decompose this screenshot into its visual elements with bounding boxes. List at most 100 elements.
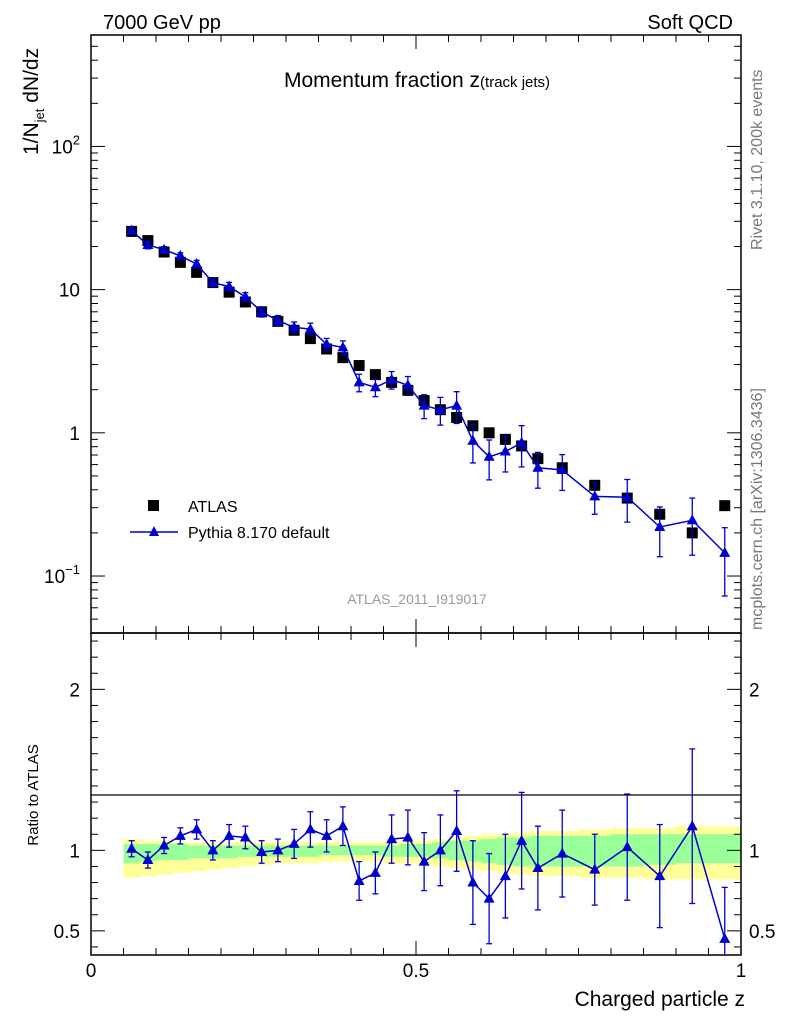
- ratio-x-ticks: [90, 633, 742, 955]
- main-y-tick-label: 10−1: [44, 562, 80, 588]
- ratio-y-tick-label-right: 2: [749, 680, 760, 701]
- pythia-point: [304, 323, 316, 334]
- atlas-point: [353, 360, 365, 372]
- ratio-point: [402, 831, 414, 842]
- pythia-point: [191, 257, 203, 268]
- main-y-tick-labels: 10−1 1 10 102: [44, 132, 80, 588]
- pythia-point: [174, 249, 186, 260]
- ratio-point: [207, 844, 219, 855]
- pythia-point: [158, 243, 170, 254]
- pythia-point: [353, 376, 365, 387]
- main-y-tick-label: 10: [59, 281, 80, 302]
- header-right-label: Soft QCD: [647, 12, 733, 34]
- ratio-point: [239, 831, 251, 842]
- legend-pythia-label: Pythia 8.170 default: [188, 525, 330, 542]
- pythia-point: [126, 224, 138, 235]
- atlas-point: [483, 427, 495, 439]
- pythia-point: [402, 379, 414, 390]
- pythia-point: [621, 491, 633, 502]
- atlas-point: [304, 333, 316, 345]
- atlas-point: [337, 352, 349, 364]
- pythia-point: [451, 399, 463, 410]
- ratio-pythia-series: [126, 748, 731, 955]
- main-plot-title: Momentum fraction z(track jets): [284, 69, 550, 92]
- ratio-y-tick-labels: 0.5 0.5 1 1 2 2: [54, 680, 776, 943]
- ratio-point: [499, 870, 511, 881]
- ratio-point: [532, 862, 544, 873]
- ratio-band-green: [334, 845, 352, 856]
- ratio-band-green: [188, 845, 206, 859]
- main-panel-frame: [90, 34, 742, 634]
- ratio-point: [191, 823, 203, 834]
- pythia-point: [556, 463, 568, 474]
- pythia-point: [337, 341, 349, 352]
- pythia-point: [386, 373, 398, 384]
- main-y-axis-label: 1/Njet dN/dz: [20, 48, 47, 155]
- ratio-point: [272, 844, 284, 855]
- pythia-point: [272, 314, 284, 325]
- mcplots-side-label: mcplots.cern.ch [arXiv:1306.3436]: [749, 388, 766, 630]
- pythia-point: [532, 461, 544, 472]
- ratio-band-green: [367, 845, 384, 856]
- ratio-point: [483, 892, 495, 903]
- pythia-point: [207, 276, 219, 287]
- x-axis-label: Charged particle z: [575, 988, 745, 1011]
- ratio-point: [337, 820, 349, 831]
- ratio-y-axis-label: Ratio to ATLAS: [25, 744, 42, 845]
- pythia-point: [719, 546, 731, 557]
- ratio-band-green: [708, 834, 742, 864]
- main-y-tick-label: 102: [52, 132, 80, 158]
- atlas-point: [191, 266, 203, 278]
- pythia-point: [288, 321, 300, 332]
- ratio-point: [158, 839, 170, 850]
- legend-pythia-marker: [149, 526, 159, 536]
- header-left-label: 7000 GeV pp: [103, 12, 221, 34]
- pythia-point: [483, 450, 495, 461]
- pythia-point: [467, 434, 479, 445]
- analysis-id-label: ATLAS_2011_I919017: [347, 591, 487, 607]
- ratio-point: [467, 876, 479, 887]
- ratio-point: [174, 829, 186, 840]
- x-tick-label: 0.5: [403, 961, 429, 982]
- x-tick-labels: 0 0.5 1: [86, 961, 747, 982]
- pythia-point: [369, 381, 381, 392]
- ratio-point: [418, 855, 430, 866]
- ratio-point: [353, 874, 365, 885]
- ratio-point: [589, 863, 601, 874]
- ratio-band-green: [237, 845, 254, 857]
- ratio-point: [126, 842, 138, 853]
- pythia-point: [321, 338, 333, 349]
- x-tick-label: 0: [86, 961, 97, 982]
- ratio-panel: Ratio to ATLAS Charged particle z 0.5 0.5…: [25, 632, 776, 1011]
- ratio-point: [654, 870, 666, 881]
- pythia-point: [223, 280, 235, 291]
- ratio-band-green: [481, 839, 498, 864]
- ratio-point: [256, 845, 268, 856]
- pythia-point: [654, 520, 666, 531]
- ratio-point: [451, 825, 463, 836]
- ratio-point: [556, 847, 568, 858]
- legend-atlas-marker: [148, 500, 159, 511]
- ratio-point: [434, 844, 446, 855]
- ratio-band-green: [172, 843, 189, 861]
- pythia-point: [686, 514, 698, 525]
- ratio-y-tick-label: 0.5: [54, 922, 80, 943]
- ratio-point: [142, 854, 154, 865]
- ratio-point: [223, 829, 235, 840]
- atlas-point: [719, 500, 731, 512]
- rivet-side-label: Rivet 3.1.10, 200k events: [749, 69, 766, 250]
- atlas-point: [174, 256, 186, 268]
- atlas-point: [369, 369, 381, 381]
- ratio-point: [719, 932, 731, 943]
- ratio-point: [621, 841, 633, 852]
- pythia-point: [142, 238, 154, 249]
- atlas-series: [126, 225, 731, 539]
- ratio-y-tick-label-right: 1: [749, 841, 760, 862]
- pythia-point: [589, 490, 601, 501]
- ratio-point: [369, 866, 381, 877]
- ratio-y-tick-label: 2: [69, 680, 80, 701]
- pythia-point: [516, 436, 528, 447]
- ratio-y-ticks: [91, 640, 741, 948]
- x-tick-label: 1: [736, 961, 747, 982]
